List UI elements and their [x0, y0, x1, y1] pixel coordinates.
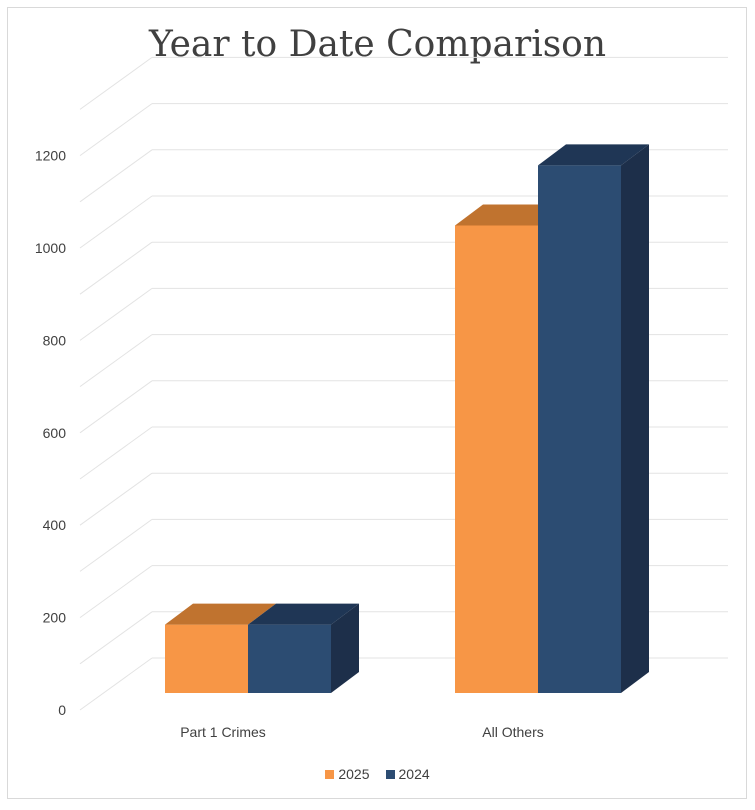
y-tick-label: 400 — [43, 517, 67, 533]
bar-top-face — [538, 144, 649, 166]
gridline-side — [79, 56, 153, 110]
gridline-side — [79, 426, 153, 480]
bar-top-face — [248, 603, 359, 625]
gridline-side — [79, 472, 153, 526]
bar-top-face — [165, 603, 276, 625]
gridline-side — [79, 657, 153, 711]
bar-2024-all-others — [538, 165, 621, 693]
x-tick-label: All Others — [482, 724, 543, 740]
bar-2025-all-others — [455, 225, 538, 693]
y-tick-label: 0 — [58, 702, 66, 718]
gridline-side — [79, 565, 153, 619]
chart-legend: 2025 2024 — [0, 766, 755, 782]
legend-swatch-2025 — [325, 769, 335, 779]
legend-swatch-2024 — [385, 769, 395, 779]
y-tick-label: 1200 — [35, 148, 66, 164]
gridline-side — [79, 287, 153, 341]
y-tick-label: 600 — [43, 425, 67, 441]
bar-side-face — [331, 603, 359, 693]
gridline-side — [79, 518, 153, 572]
bar-2024-part-1-crimes — [248, 624, 331, 693]
y-tick-label: 200 — [43, 610, 67, 626]
bar-side-face — [621, 144, 649, 693]
gridline-side — [79, 611, 153, 665]
gridline-side — [79, 241, 153, 295]
gridline-side — [79, 195, 153, 249]
legend-item-2024: 2024 — [385, 766, 430, 782]
chart-title: Year to Date Comparison — [148, 24, 607, 65]
gridline-side — [79, 149, 153, 203]
y-tick-label: 800 — [43, 332, 67, 348]
legend-label-2025: 2025 — [338, 766, 370, 782]
legend-label-2024: 2024 — [398, 766, 430, 782]
x-tick-label: Part 1 Crimes — [180, 724, 266, 740]
bar-2025-part-1-crimes — [165, 624, 248, 693]
y-tick-label: 1000 — [35, 240, 66, 256]
gridline-side — [79, 380, 153, 434]
gridline-side — [79, 103, 153, 157]
legend-item-2025: 2025 — [325, 766, 370, 782]
gridline-side — [79, 334, 153, 388]
